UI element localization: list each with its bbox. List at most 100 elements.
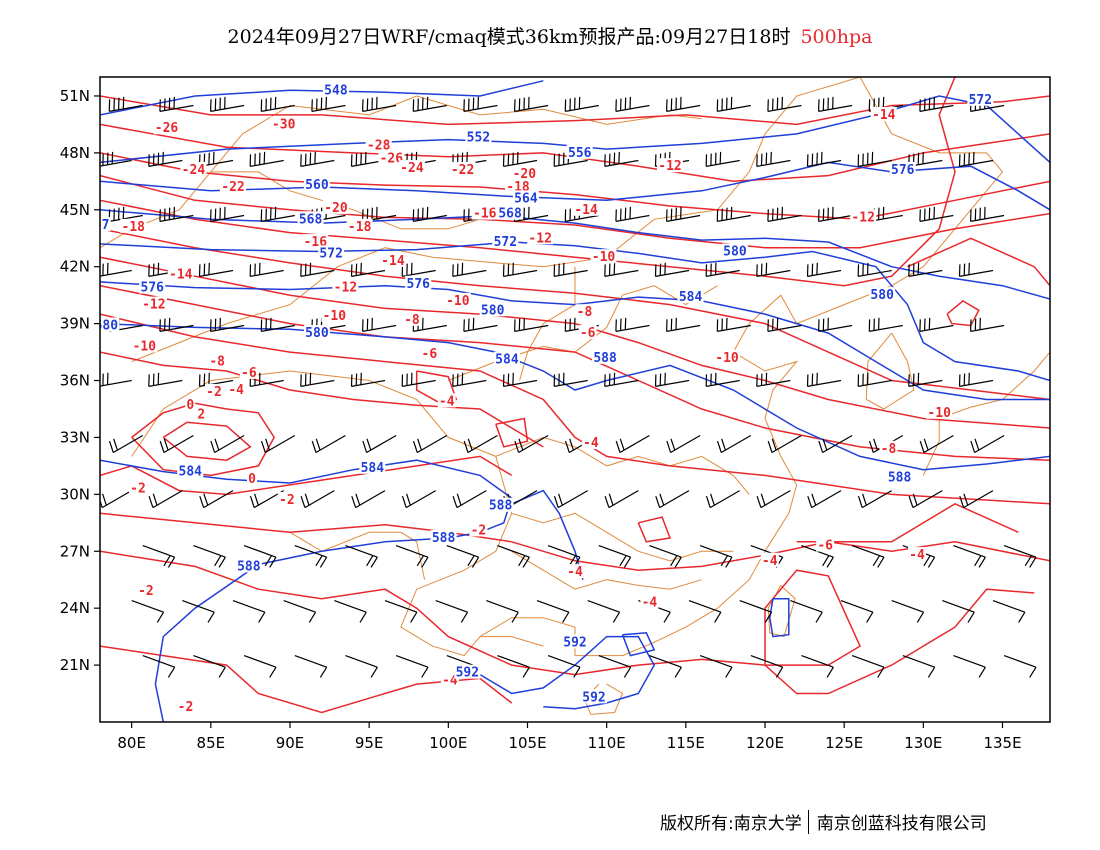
wind-barb	[818, 434, 853, 454]
temperature-label: -4	[228, 383, 244, 398]
height-label: 568	[498, 207, 522, 222]
height-label: 584	[679, 290, 703, 305]
wind-barb	[604, 151, 639, 167]
wind-barb	[750, 655, 784, 678]
temperature-label: 2	[197, 408, 205, 423]
temperature-label: -16	[473, 207, 497, 222]
wind-barb	[553, 262, 588, 277]
wind-barb	[818, 206, 853, 222]
temperature-label: -6	[580, 326, 596, 341]
temperature-label: -4	[583, 436, 599, 451]
wind-barb	[412, 434, 448, 454]
wind-barb	[300, 372, 335, 387]
temperature-label: -14	[574, 203, 598, 218]
temperature-label: -14	[169, 267, 193, 282]
height-label-bg	[359, 459, 386, 474]
wind-barb	[514, 434, 549, 454]
wind-barb	[463, 96, 498, 112]
latitude-axis: 51N 48N 45N 42N 39N 36N 33N 30N 27N 24N 21N	[60, 87, 100, 674]
height-label-bg	[677, 289, 704, 304]
wind-barb	[959, 490, 994, 509]
temperature-label-bg	[575, 304, 594, 319]
temperature-label: -2	[130, 482, 146, 497]
wind-barb	[300, 490, 335, 509]
temperature-label-bg	[870, 106, 897, 121]
boundary-line	[575, 323, 799, 657]
temperature-label: -14	[872, 108, 896, 123]
wind-barb	[806, 262, 842, 277]
height-label: 568	[299, 212, 323, 227]
wind-barb	[452, 262, 487, 277]
wind-barb	[739, 600, 773, 623]
temperature-label-bg	[322, 199, 349, 214]
wind-barb	[210, 434, 245, 454]
height-label: 592	[456, 666, 479, 681]
wind-barb	[452, 372, 487, 387]
wind-barb	[604, 490, 639, 509]
height-label: 580	[305, 326, 329, 341]
wind-barb	[767, 434, 802, 454]
wind-barb	[767, 206, 802, 222]
temperature-label: -4	[439, 394, 455, 409]
height-label-bg	[479, 302, 506, 317]
wind-barb	[851, 545, 885, 568]
wind-barb	[350, 151, 386, 167]
temperature-contour	[796, 502, 1019, 543]
wind-barb	[497, 655, 530, 678]
wind-barb	[362, 317, 397, 332]
wind-barb	[193, 545, 226, 568]
copyright-text: 版权所有:南京大学	[660, 814, 802, 834]
temperature-label-bg	[120, 218, 147, 233]
wind-barb	[958, 372, 994, 387]
wind-barb	[311, 434, 346, 454]
boundary-line	[258, 95, 702, 125]
wind-barb	[705, 151, 740, 167]
temperature-label-bg	[185, 397, 196, 412]
wind-barb	[159, 317, 194, 332]
lat-tick-label: 30N	[60, 485, 90, 503]
wind-barb	[486, 600, 519, 623]
temperature-label-bg	[378, 150, 405, 165]
wind-barb	[249, 151, 284, 167]
wind-barb	[756, 372, 791, 387]
wind-barb	[260, 434, 296, 454]
wind-barb	[131, 600, 165, 623]
height-label: 584	[179, 465, 203, 480]
height-label-bg	[487, 497, 514, 512]
wind-barb	[401, 262, 436, 277]
boundary-line	[210, 171, 512, 230]
temperature-label-bg	[332, 279, 359, 294]
wind-barb	[767, 317, 802, 332]
lon-tick-label: 135E	[983, 734, 1021, 752]
temperature-label-bg	[926, 404, 953, 419]
wind-barb	[210, 206, 245, 222]
height-label-bg	[465, 129, 492, 144]
temperature-label-bg	[471, 205, 498, 220]
temperature-label: -2	[471, 523, 487, 538]
height-label: 576	[141, 281, 165, 296]
wind-barb	[514, 317, 549, 332]
longitude-axis: 80E 85E 90E 95E 100E 105E 110E 115E 120E 125E 130E…	[117, 722, 1022, 752]
temperature-label: -6	[422, 347, 438, 362]
temperature-label: -4	[642, 595, 658, 610]
temperature-label: -8	[577, 305, 593, 320]
temperature-contour	[637, 516, 672, 543]
lon-tick-label: 80E	[117, 734, 146, 752]
wind-barb	[919, 317, 954, 332]
pressure-level-label: 500hpa	[800, 26, 873, 48]
wind-barb	[851, 655, 885, 678]
temperature-label: -10	[715, 351, 739, 366]
height-label-bg	[512, 190, 539, 205]
temperature-contour	[100, 256, 1050, 429]
height-label-bg	[303, 177, 330, 192]
temperature-label: -2	[279, 493, 295, 508]
wind-barb	[395, 655, 429, 678]
wind-barb	[100, 490, 132, 509]
lat-tick-label: 39N	[60, 315, 90, 333]
temperature-label-bg	[277, 492, 296, 507]
plot-area: -26 -30-28-26-24 -22-24-22-20-18-20-18 -18-…	[100, 77, 1050, 722]
temperature-label: -26	[380, 152, 404, 167]
temperature-contour	[907, 237, 1050, 287]
wind-barb	[992, 600, 1026, 623]
temperature-label: -24	[182, 163, 206, 178]
